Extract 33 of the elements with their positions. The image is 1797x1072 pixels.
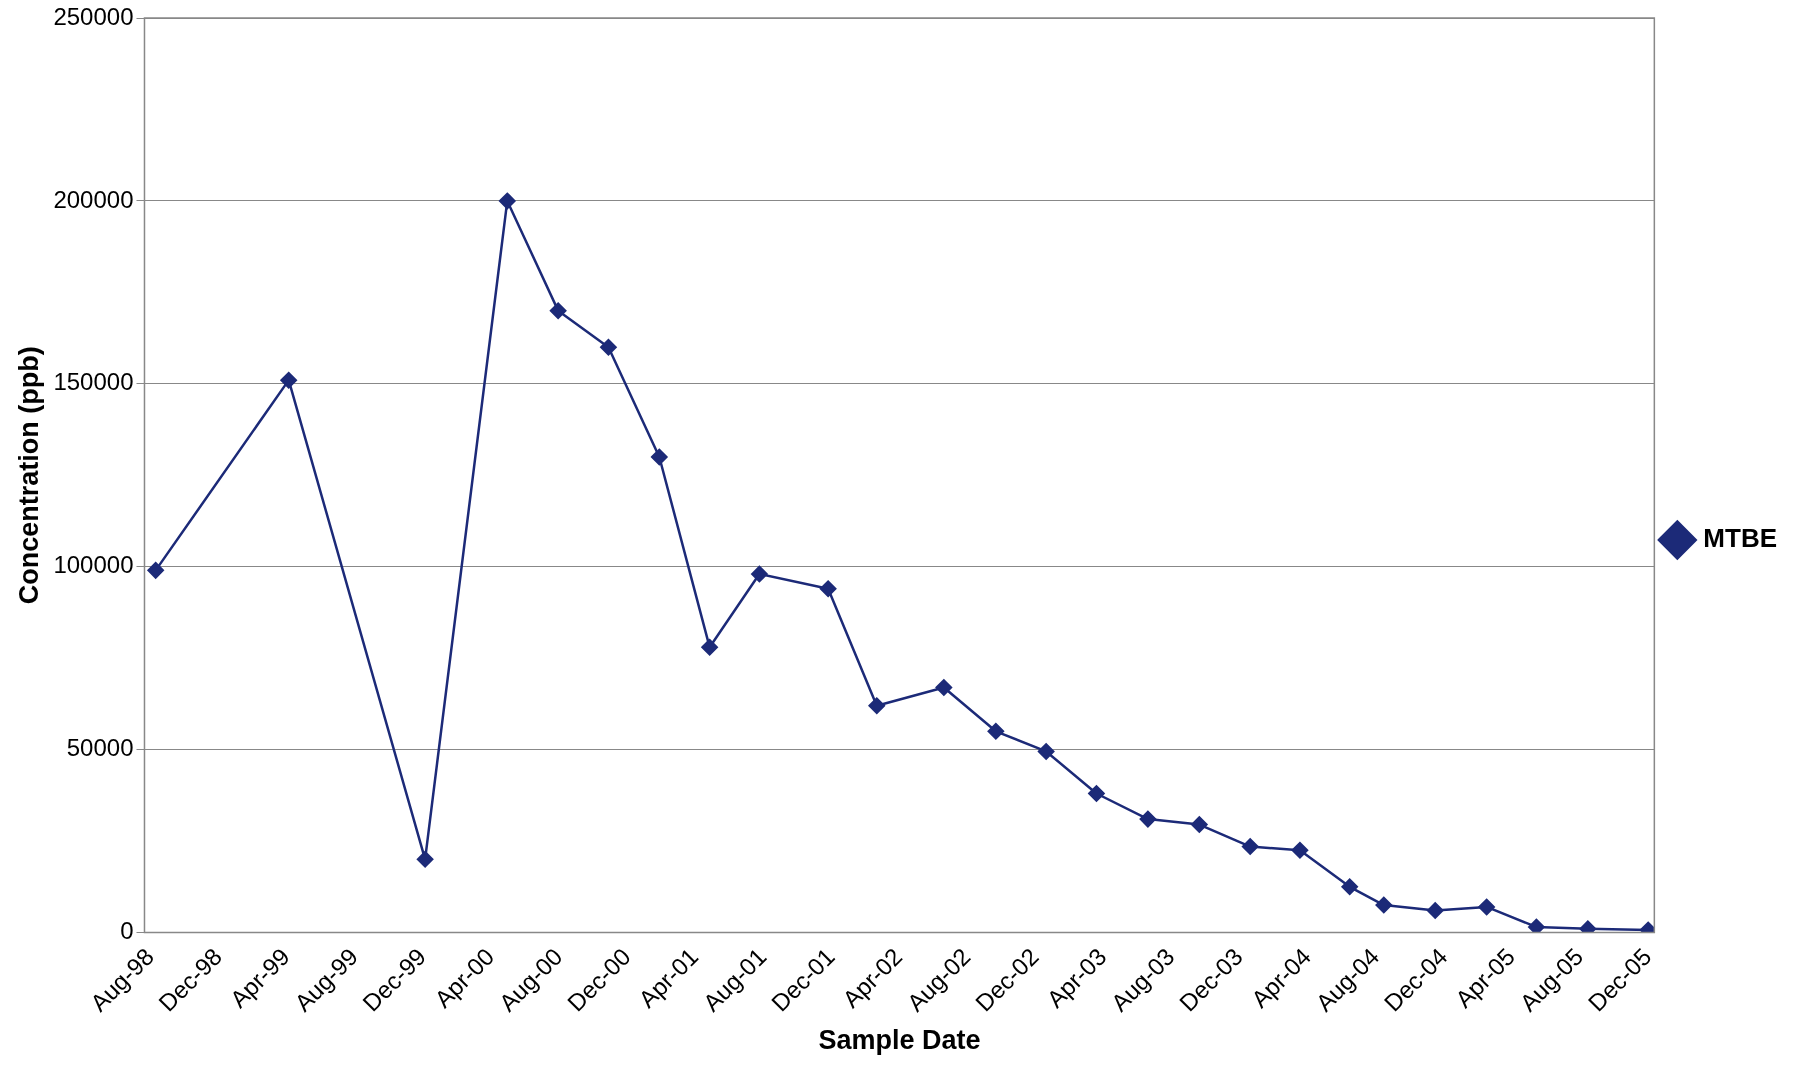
- point: [600, 338, 617, 356]
- legend-label: MTBE: [1703, 523, 1778, 554]
- point: [935, 679, 953, 696]
- point: [1478, 898, 1495, 916]
- point: [416, 851, 434, 868]
- point: [1088, 785, 1105, 802]
- y-tick-label: 100000: [53, 551, 134, 579]
- y-tick-label: 200000: [53, 185, 134, 213]
- point: [549, 302, 567, 319]
- point: [1528, 918, 1545, 933]
- x-axis-title: Sample Date: [818, 1025, 981, 1056]
- point: [701, 638, 718, 656]
- point: [1037, 743, 1055, 760]
- y-tick-label: 250000: [53, 2, 134, 30]
- point: [1191, 816, 1208, 833]
- y-tick-label: 0: [120, 917, 134, 945]
- point: [1375, 896, 1393, 914]
- point: [751, 565, 768, 583]
- point: [1139, 810, 1157, 828]
- point: [1426, 902, 1444, 919]
- point: [1241, 838, 1259, 855]
- point: [499, 192, 516, 210]
- y-axis-title: Concentration (ppb): [13, 346, 44, 605]
- point: [1291, 841, 1309, 859]
- point: [147, 562, 164, 579]
- y-tick-label: 150000: [53, 368, 134, 396]
- point: [868, 697, 886, 714]
- point: [651, 448, 668, 466]
- point: [819, 580, 837, 597]
- point: [280, 371, 297, 389]
- point: [987, 723, 1005, 740]
- point: [1341, 878, 1358, 896]
- y-tick-label: 50000: [66, 734, 134, 762]
